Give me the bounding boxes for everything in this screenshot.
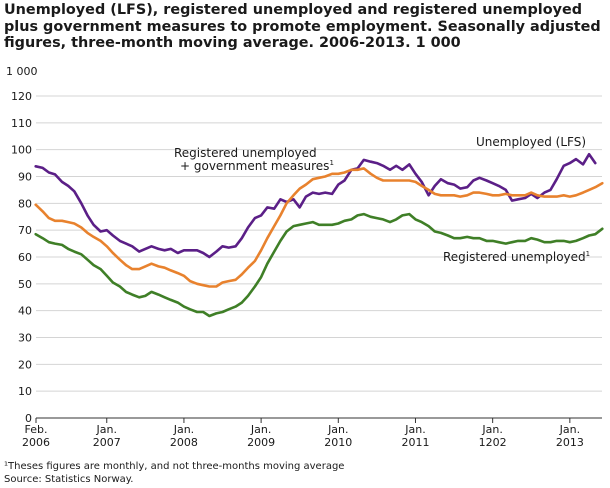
x-tick-label: 2009: [247, 436, 275, 449]
y-tick-label: 100: [11, 144, 32, 157]
series-line: [34, 152, 597, 259]
annotation-registered-plus-measures-2: + government measures1: [180, 159, 334, 173]
x-tick-label: 2010: [324, 436, 352, 449]
source-note: Source: Statistics Norway.: [4, 474, 134, 485]
series-lines: [34, 152, 604, 318]
x-tick-label: 1202: [479, 436, 507, 449]
x-tick-label: 2013: [556, 436, 584, 449]
x-tick-label: Jan.: [481, 423, 502, 436]
gridlines: [36, 95, 602, 419]
y-unit-label: 1 000: [6, 65, 38, 78]
x-tick-label: 2008: [170, 436, 198, 449]
y-tick-label: 40: [18, 305, 32, 318]
annotation-registered-plus-measures: Registered unemployed: [174, 146, 317, 160]
y-tick-label: 30: [18, 332, 32, 345]
x-tick-label: Jan.: [404, 423, 425, 436]
annotation-registered-label: Registered unemployed: [443, 250, 586, 264]
y-tick-label: 120: [11, 90, 32, 103]
x-tick-label: 2007: [93, 436, 121, 449]
series-line: [34, 212, 604, 318]
series-line: [34, 167, 604, 288]
y-tick-label: 20: [18, 358, 32, 371]
annotation-registered-plus-measures-line2: + government measures: [180, 159, 329, 173]
annotation-lfs: Unemployed (LFS): [476, 135, 586, 149]
y-tick-label: 70: [18, 224, 32, 237]
footnote: ¹Theses figures are monthly, and not thr…: [4, 461, 345, 472]
annotation-superscript-2: 1: [586, 250, 590, 258]
x-tick-label: 2011: [401, 436, 429, 449]
axes: 0 10 20 30 40 50 60 70 80 90 100 110 120 Feb.2006 Jan.…: [11, 90, 584, 449]
y-tick-label: 80: [18, 197, 32, 210]
y-tick-label: 50: [18, 278, 32, 291]
y-tick-label: 60: [18, 251, 32, 264]
x-tick-label: Jan.: [250, 423, 271, 436]
x-tick-label: Jan.: [559, 423, 580, 436]
x-tick-label: Jan.: [173, 423, 194, 436]
y-tick-label: 110: [11, 117, 32, 130]
y-tick-label: 0: [25, 412, 32, 425]
annotation-registered: Registered unemployed1: [443, 250, 590, 264]
x-tick-label: Jan.: [327, 423, 348, 436]
x-tick-label: 2006: [22, 436, 50, 449]
y-tick-label: 10: [18, 385, 32, 398]
chart-title: Unemployed (LFS), registered unemployed …: [4, 2, 601, 51]
annotation-superscript-1: 1: [329, 159, 333, 167]
y-tick-label: 90: [18, 171, 32, 184]
annotation-registered-plus-measures-line1: Registered unemployed: [174, 146, 317, 160]
x-tick-label: Feb.: [25, 423, 48, 436]
x-tick-label: Jan.: [96, 423, 117, 436]
